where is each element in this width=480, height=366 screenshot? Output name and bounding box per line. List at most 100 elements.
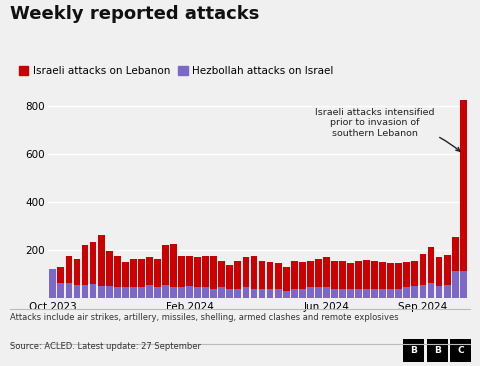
Bar — [411, 261, 418, 298]
Bar — [242, 287, 249, 298]
Bar — [259, 261, 265, 298]
Bar — [234, 289, 241, 298]
Bar — [210, 289, 217, 298]
Bar — [339, 289, 346, 298]
Bar — [106, 286, 113, 298]
Bar — [178, 287, 185, 298]
Bar — [420, 285, 426, 298]
Bar — [49, 269, 56, 298]
Text: B: B — [434, 346, 441, 355]
Bar — [323, 287, 330, 298]
Bar — [275, 289, 282, 298]
Bar — [122, 262, 129, 298]
Bar — [387, 289, 394, 298]
Bar — [210, 256, 217, 298]
Bar — [307, 287, 314, 298]
Bar — [73, 285, 80, 298]
Bar — [331, 261, 338, 298]
Bar — [444, 255, 451, 298]
Bar — [291, 261, 298, 298]
Bar — [355, 261, 362, 298]
Bar — [251, 256, 257, 298]
Bar — [283, 267, 289, 298]
Bar — [299, 262, 306, 298]
Bar — [218, 261, 225, 298]
Bar — [227, 289, 233, 298]
Bar — [90, 284, 96, 298]
Bar — [411, 286, 418, 298]
Bar — [371, 289, 378, 298]
Bar — [130, 287, 137, 298]
Bar — [452, 271, 458, 298]
Text: Israeli attacks intensified
prior to invasion of
southern Lebanon: Israeli attacks intensified prior to inv… — [315, 108, 460, 151]
Bar — [65, 283, 72, 298]
Text: B: B — [410, 346, 417, 355]
Bar — [49, 279, 56, 298]
Bar — [436, 257, 443, 298]
Bar — [460, 271, 467, 298]
Bar — [403, 262, 410, 298]
Bar — [98, 235, 105, 298]
Bar — [283, 291, 289, 298]
Bar — [267, 262, 274, 298]
Bar — [73, 259, 80, 298]
Bar — [234, 261, 241, 298]
Bar — [315, 287, 322, 298]
Bar — [154, 259, 161, 298]
Bar — [138, 287, 145, 298]
Bar — [242, 257, 249, 298]
Bar — [291, 289, 298, 298]
Text: Weekly reported attacks: Weekly reported attacks — [10, 5, 259, 23]
Bar — [65, 256, 72, 298]
Bar — [202, 287, 209, 298]
Bar — [347, 264, 354, 298]
Text: Attacks include air strikes, artillery, missiles, shelling, armed clashes and re: Attacks include air strikes, artillery, … — [10, 313, 398, 322]
Bar — [186, 286, 193, 298]
Bar — [460, 100, 467, 298]
Bar — [146, 257, 153, 298]
Bar — [170, 287, 177, 298]
Bar — [114, 287, 120, 298]
Bar — [202, 256, 209, 298]
Bar — [339, 261, 346, 298]
Bar — [82, 245, 88, 298]
Bar — [130, 259, 137, 298]
Bar — [420, 254, 426, 298]
Bar — [396, 289, 402, 298]
Legend: Israeli attacks on Lebanon, Hezbollah attacks on Israel: Israeli attacks on Lebanon, Hezbollah at… — [15, 62, 337, 80]
Bar — [106, 251, 113, 298]
Bar — [170, 244, 177, 298]
Bar — [299, 289, 306, 298]
Bar — [363, 289, 370, 298]
Bar — [267, 289, 274, 298]
Bar — [138, 259, 145, 298]
Bar — [371, 261, 378, 298]
Bar — [347, 289, 354, 298]
Bar — [355, 289, 362, 298]
Bar — [90, 242, 96, 298]
Bar — [331, 289, 338, 298]
Bar — [186, 256, 193, 298]
Bar — [428, 247, 434, 298]
Bar — [259, 289, 265, 298]
Bar — [363, 260, 370, 298]
Bar — [396, 264, 402, 298]
Bar — [194, 287, 201, 298]
Bar — [154, 287, 161, 298]
Bar — [444, 285, 451, 298]
Text: C: C — [457, 346, 464, 355]
Bar — [307, 261, 314, 298]
Bar — [82, 285, 88, 298]
Bar — [251, 289, 257, 298]
Bar — [58, 283, 64, 298]
Bar — [452, 237, 458, 298]
Bar — [162, 285, 169, 298]
Bar — [122, 287, 129, 298]
Bar — [98, 286, 105, 298]
Bar — [275, 264, 282, 298]
Bar — [218, 287, 225, 298]
Bar — [428, 283, 434, 298]
Text: Source: ACLED. Latest update: 27 September: Source: ACLED. Latest update: 27 Septemb… — [10, 342, 201, 351]
Bar — [387, 264, 394, 298]
Bar — [403, 287, 410, 298]
